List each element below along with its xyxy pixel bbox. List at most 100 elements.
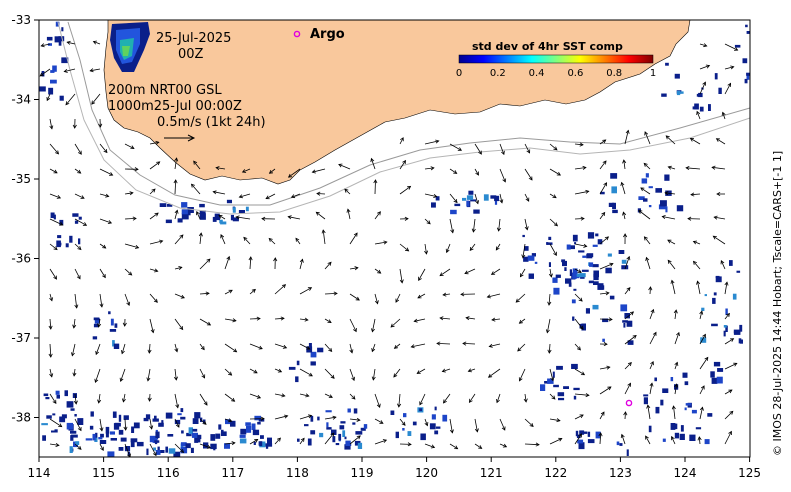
current-arrow-head	[606, 365, 611, 370]
current-arrow-head	[198, 232, 203, 237]
current-arrow-head	[268, 169, 274, 174]
sst-patch-cell	[598, 285, 605, 290]
current-arrow-head	[582, 165, 587, 170]
current-arrow-head	[449, 429, 454, 434]
current-arrow-head	[661, 215, 666, 220]
sst-patch-cell	[131, 426, 135, 433]
current-arrow-head	[281, 393, 286, 398]
sst-patch-cell	[670, 377, 674, 382]
current-arrow	[599, 263, 614, 270]
current-arrow	[49, 118, 53, 129]
sst-patch-cell	[436, 426, 441, 429]
current-arrow-head	[49, 125, 54, 130]
sst-patch-cell	[548, 262, 551, 267]
current-arrow-head	[251, 288, 256, 293]
current-arrow-head	[154, 268, 159, 273]
sst-patch-cell	[94, 437, 98, 442]
current-arrow	[698, 436, 701, 445]
sst-patch-cell	[353, 408, 358, 414]
current-arrow	[549, 168, 561, 176]
current-arrow	[599, 182, 607, 195]
current-arrow-head	[689, 137, 695, 142]
current-arrow-head	[282, 344, 288, 349]
sst-patch-cell	[199, 203, 205, 208]
sst-patch-cell	[167, 204, 173, 207]
current-arrow-head	[577, 269, 582, 273]
current-arrow	[399, 243, 409, 252]
sst-patch-cell	[251, 423, 256, 430]
current-arrow-head	[355, 296, 360, 301]
current-arrow	[417, 368, 426, 374]
sst-patch-cell	[347, 408, 351, 413]
current-arrow-head	[77, 445, 82, 450]
sst-patch-cell	[154, 415, 157, 421]
current-arrow	[174, 210, 178, 220]
current-arrow	[440, 317, 451, 320]
sst-patch-cell	[325, 410, 332, 413]
current-arrow	[399, 186, 411, 195]
current-arrow-head	[173, 179, 178, 184]
current-arrow-head	[674, 383, 679, 388]
isobath-1000m	[57, 21, 750, 215]
current-arrow-head	[328, 394, 333, 398]
sst-patch-cell	[665, 206, 668, 213]
current-arrow-head	[439, 316, 444, 321]
current-arrow-head	[377, 211, 381, 216]
sst-patch-cell	[194, 412, 201, 419]
current-arrow-head	[558, 437, 563, 442]
sst-patch-cell	[310, 430, 316, 435]
current-arrow-head	[179, 325, 184, 331]
current-arrow-head	[287, 215, 292, 220]
sst-patch-cell	[59, 416, 66, 423]
sst-patch-cell	[219, 219, 223, 224]
current-arrow	[549, 218, 558, 227]
sst-patch-cell	[199, 213, 206, 220]
current-arrow-head	[107, 220, 113, 224]
x-tick-label: 120	[415, 466, 438, 480]
current-arrow	[699, 334, 706, 345]
current-arrow	[436, 343, 451, 345]
current-arrow-head	[496, 227, 501, 232]
current-arrow-head	[583, 243, 588, 248]
sst-patch-cell	[98, 437, 103, 440]
sst-patch-cell	[589, 262, 594, 267]
current-arrow-head	[261, 216, 266, 221]
sst-patch-cell	[454, 203, 461, 207]
current-arrow	[449, 443, 458, 450]
current-arrow	[299, 393, 309, 397]
sst-patch-cell	[339, 425, 345, 430]
sst-patch-cell	[679, 433, 685, 440]
sst-patch-cell	[113, 343, 120, 349]
sst-patch-cell	[342, 430, 346, 437]
sst-patch-cell	[420, 433, 426, 441]
current-arrow	[174, 179, 177, 195]
argo-legend-marker	[293, 30, 301, 38]
current-arrow	[224, 289, 233, 295]
current-arrow-head	[276, 437, 281, 442]
current-arrow-head	[159, 239, 164, 244]
current-arrow-head	[712, 235, 717, 240]
current-arrow	[124, 143, 135, 149]
current-arrow	[674, 362, 678, 370]
sst-patch-cell	[355, 431, 363, 435]
current-arrow-head	[608, 317, 613, 322]
y-tick-label: -36	[11, 252, 31, 266]
current-arrow	[349, 393, 356, 400]
current-arrow-head	[551, 395, 556, 400]
sst-patch-cell	[660, 200, 667, 207]
current-arrow-head	[248, 256, 253, 261]
current-arrow	[624, 362, 632, 370]
current-arrow-head	[354, 266, 359, 271]
current-arrow-head	[153, 298, 158, 303]
current-arrow	[574, 218, 585, 220]
current-arrow-head	[521, 254, 526, 259]
current-arrow	[324, 416, 336, 420]
current-arrow	[424, 167, 434, 170]
current-arrow	[324, 393, 333, 398]
sst-patch-cell	[592, 264, 599, 268]
sst-patch-cell	[600, 191, 605, 195]
current-arrow	[714, 216, 726, 220]
current-arrow	[724, 282, 728, 295]
sst-patch-cell	[579, 323, 584, 329]
current-arrow	[74, 218, 87, 226]
